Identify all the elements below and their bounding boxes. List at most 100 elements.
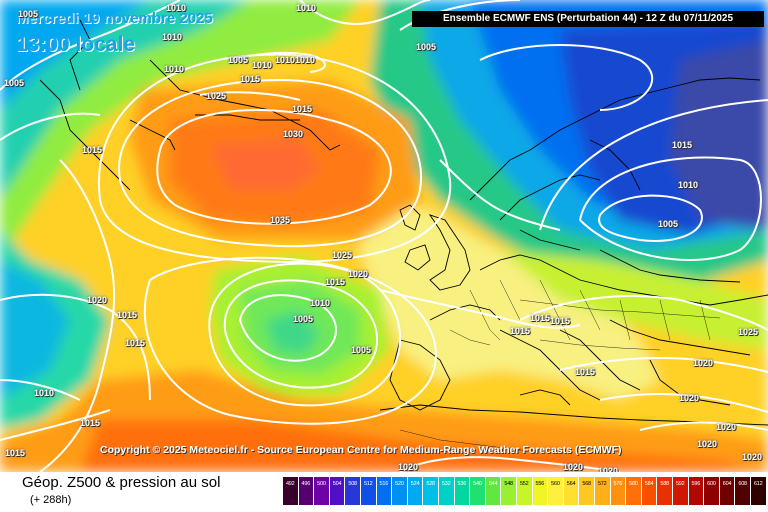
isobar-label: 1005 — [416, 42, 437, 52]
scale-label: 572 — [597, 481, 607, 487]
scale-label: 564 — [566, 481, 576, 487]
scale-swatch: 568 — [579, 477, 594, 505]
isobar-label: 1020 — [716, 422, 737, 432]
scale-swatch: 604 — [719, 477, 735, 505]
scale-swatch: 572 — [595, 477, 610, 505]
isobars — [0, 0, 768, 472]
isobar-label: 1005 — [293, 314, 314, 324]
scale-label: 584 — [644, 481, 654, 487]
scale-swatch: 492 — [283, 477, 298, 505]
scale-label: 504 — [332, 481, 342, 487]
isobar-label: 1020 — [697, 439, 718, 449]
isobar-label: 1020 — [563, 462, 584, 472]
scale-swatch: 500 — [314, 477, 329, 505]
scale-label: 508 — [348, 481, 357, 487]
scale-label: 588 — [660, 481, 669, 487]
copyright-notice: Copyright © 2025 Meteociel.fr - Source E… — [100, 444, 622, 456]
isobar-label: 1015 — [325, 277, 346, 287]
scale-swatch: 536 — [454, 477, 470, 505]
scale-label: 556 — [535, 481, 545, 487]
scale-swatch: 556 — [532, 477, 548, 505]
map-title: Géop. Z500 & pression au sol — [22, 474, 221, 491]
scale-label: 604 — [722, 481, 732, 487]
isobar-label: 1015 — [672, 140, 693, 150]
isobar-label: 1010 — [678, 180, 699, 190]
borders — [399, 279, 721, 453]
scale-label: 516 — [379, 481, 389, 487]
scale-label: 580 — [629, 481, 638, 487]
scale-swatch: 576 — [610, 477, 626, 505]
scale-label: 592 — [675, 481, 685, 487]
scale-swatch: 516 — [376, 477, 392, 505]
isobar-label: 1010 — [162, 32, 183, 42]
color-fill — [0, 0, 768, 472]
scale-swatch: 592 — [673, 477, 688, 505]
scale-swatch: 584 — [641, 477, 657, 505]
isobar-label: 1005 — [228, 55, 249, 65]
isobar-label: 1030 — [283, 129, 304, 139]
isobar-label: 1025 — [738, 327, 759, 337]
scale-swatch: 564 — [563, 477, 579, 505]
scale-swatch: 612 — [751, 477, 766, 505]
scale-swatch: 596 — [688, 477, 704, 505]
scale-label: 512 — [363, 481, 373, 487]
isobar-label: 1020 — [87, 295, 108, 305]
scale-swatch: 548 — [501, 477, 516, 505]
isobar-label: 1020 — [598, 466, 619, 472]
isobar-label: 1010 — [310, 298, 331, 308]
isobar-label: 1015 — [530, 313, 551, 323]
scale-swatch: 504 — [329, 477, 345, 505]
isobar-label: 1015 — [575, 367, 596, 377]
scale-swatch: 588 — [657, 477, 672, 505]
scale-swatch: 600 — [704, 477, 719, 505]
scale-label: 576 — [613, 481, 623, 487]
forecast-map: Mercredi 19 novembre 2025 13:00 locale E… — [0, 0, 768, 472]
forecast-local-time: 13:00 locale — [16, 33, 136, 56]
isobar-label: 1010 — [252, 60, 273, 70]
isobar-label: 1015 — [80, 418, 101, 428]
scale-label: 612 — [753, 481, 763, 487]
isobar-label: 1025 — [206, 91, 227, 101]
isobar-label: 1010 — [275, 55, 296, 65]
scale-label: 608 — [738, 481, 747, 487]
scale-label: 520 — [395, 481, 404, 487]
scale-label: 560 — [551, 481, 560, 487]
isobar-label: 1005 — [351, 345, 372, 355]
geopotential-field — [0, 0, 768, 472]
isobar-label: 1020 — [348, 269, 369, 279]
isobar-label: 1015 — [82, 145, 103, 155]
scale-swatch: 532 — [439, 477, 454, 505]
scale-label: 528 — [426, 481, 435, 487]
scale-swatch: 528 — [423, 477, 438, 505]
isobar-label: 1010 — [166, 3, 187, 13]
scale-swatch: 496 — [298, 477, 314, 505]
forecast-lead-time: (+ 288h) — [30, 494, 72, 506]
isobar-label: 1010 — [295, 55, 316, 65]
isobar-label: 1010 — [296, 3, 317, 13]
isobar-label: 1015 — [125, 338, 146, 348]
scale-swatch: 580 — [626, 477, 641, 505]
scale-swatch: 544 — [485, 477, 501, 505]
scale-label: 548 — [504, 481, 513, 487]
isobar-label: 1020 — [679, 393, 700, 403]
isobar-label: 1015 — [5, 448, 26, 458]
isobar-label: 1005 — [18, 9, 39, 19]
isobar-label: 1025 — [332, 250, 353, 260]
isobar-label: 1015 — [240, 74, 261, 84]
isobar-label: 1005 — [658, 219, 679, 229]
isobar-label: 1020 — [742, 452, 763, 462]
isobar-label: 1015 — [292, 104, 313, 114]
scale-label: 596 — [691, 481, 701, 487]
scale-swatch: 552 — [517, 477, 532, 505]
scale-label: 536 — [457, 481, 467, 487]
isobar-label: 1015 — [510, 326, 531, 336]
scale-swatch: 524 — [407, 477, 423, 505]
scale-label: 552 — [519, 481, 529, 487]
scale-swatch: 508 — [345, 477, 360, 505]
isobar-label: 1020 — [398, 462, 419, 472]
scale-label: 532 — [441, 481, 451, 487]
scale-label: 492 — [285, 481, 295, 487]
isobar-label: 1015 — [550, 316, 571, 326]
scale-label: 568 — [582, 481, 591, 487]
scale-label: 544 — [488, 481, 498, 487]
